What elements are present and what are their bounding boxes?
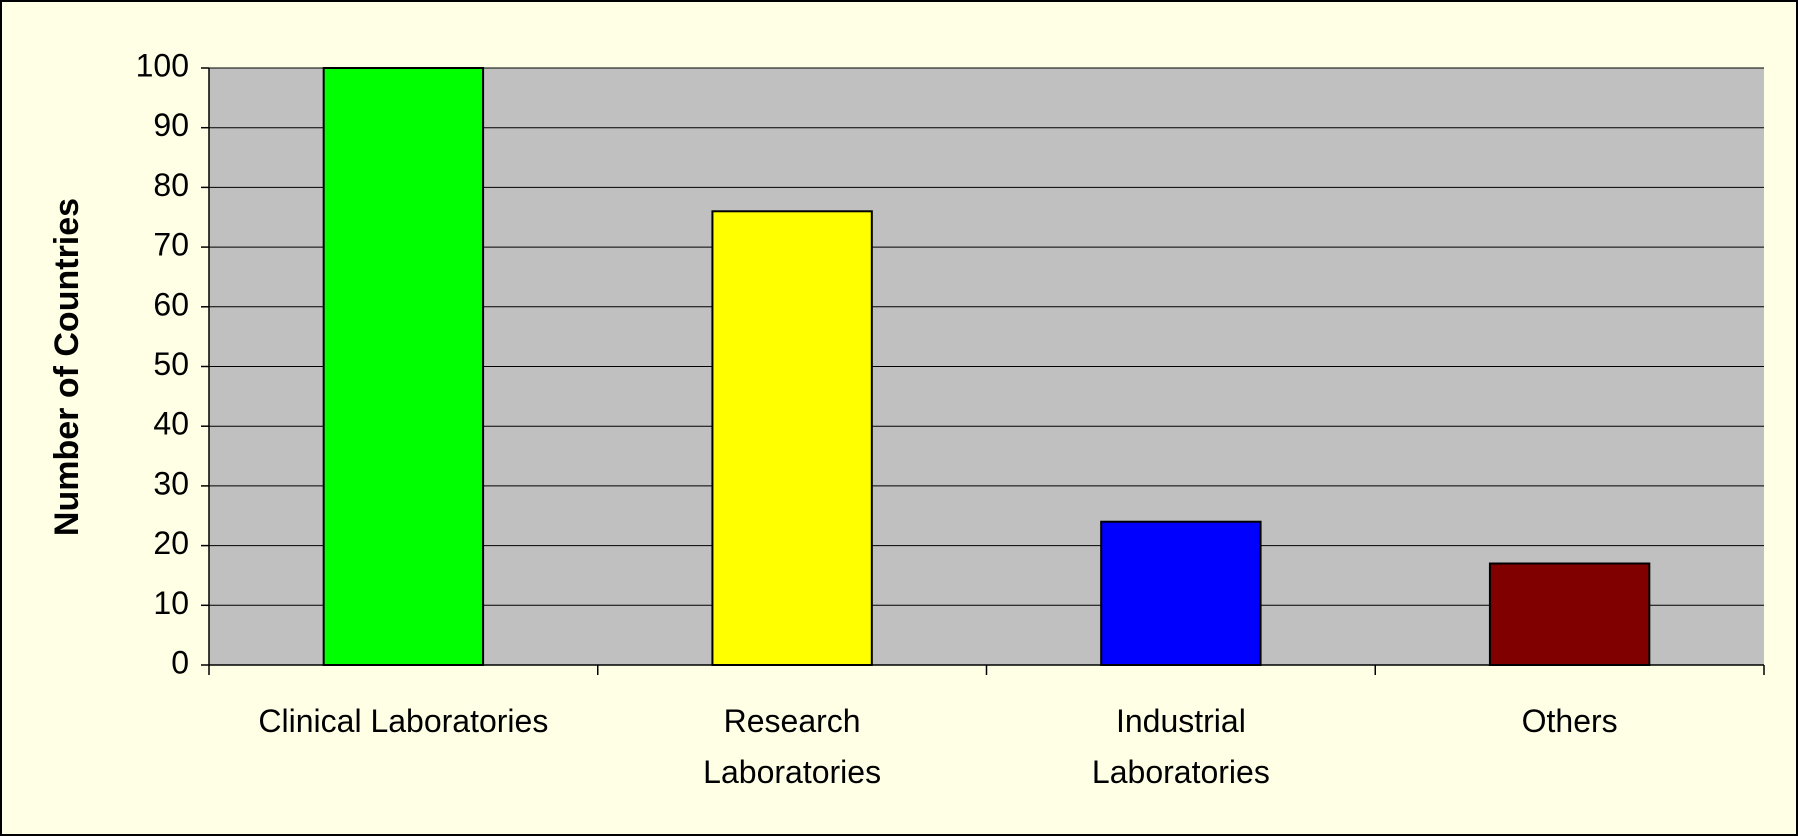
y-tick-label: 60 [153,286,189,322]
x-tick-label-line: Industrial [1116,703,1246,739]
x-tick-label-line: Clinical Laboratories [258,703,548,739]
bar [1100,520,1262,666]
y-tick-label: 80 [153,167,189,203]
y-tick-label: 30 [153,465,189,501]
y-tick-label: 70 [153,227,189,263]
y-tick-label: 90 [153,107,189,143]
y-tick-label: 0 [171,644,189,680]
y-tick-label: 40 [153,406,189,442]
x-tick-label-line: Laboratories [1092,754,1270,790]
bar [711,210,873,666]
x-tick-label: Research Laboratories [703,703,881,790]
y-tick-label: 50 [153,346,189,382]
x-tick-label: Others [1522,703,1618,739]
x-tick-label-line: Others [1522,703,1618,739]
y-tick-label: 20 [153,525,189,561]
x-tick-label: Clinical Laboratories [258,703,548,739]
bar [1488,562,1651,667]
y-tick-label: 10 [153,585,189,621]
x-tick-label-line: Laboratories [703,754,881,790]
x-tick-label-line: Research [724,703,861,739]
x-tick-label: Industrial Laboratories [1092,703,1270,790]
y-tick-label: 100 [136,47,189,83]
y-axis-title: Number of Countries [48,198,86,536]
bar [322,67,485,666]
